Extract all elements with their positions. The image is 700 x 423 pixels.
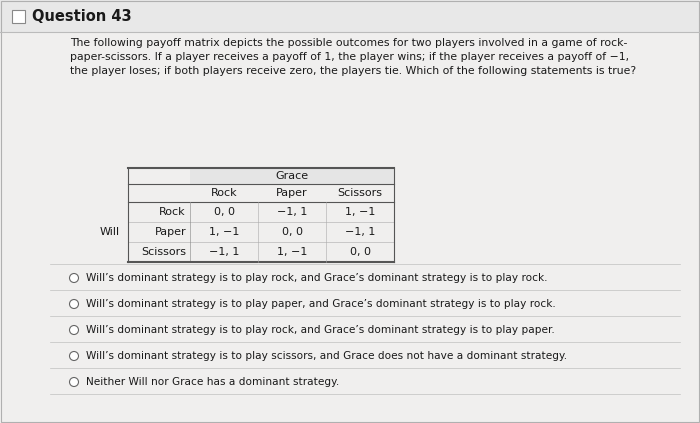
Bar	[190, 168, 394, 184]
Text: Will’s dominant strategy is to play scissors, and Grace does not have a dominant: Will’s dominant strategy is to play scis…	[86, 351, 567, 361]
Circle shape	[69, 377, 78, 387]
Circle shape	[69, 299, 78, 308]
Text: the player loses; if both players receive zero, the players tie. Which of the fo: the player loses; if both players receiv…	[70, 66, 636, 76]
Text: Neither Will nor Grace has a dominant strategy.: Neither Will nor Grace has a dominant st…	[86, 377, 340, 387]
Text: −1, 1: −1, 1	[345, 227, 375, 237]
Text: Scissors: Scissors	[337, 188, 382, 198]
Text: −1, 1: −1, 1	[209, 247, 239, 257]
Text: 1, −1: 1, −1	[209, 227, 239, 237]
Text: The following payoff matrix depicts the possible outcomes for two players involv: The following payoff matrix depicts the …	[70, 38, 627, 48]
Text: Rock: Rock	[211, 188, 237, 198]
Bar	[0, 0, 700, 32]
Text: 1, −1: 1, −1	[276, 247, 307, 257]
Text: Will’s dominant strategy is to play paper, and Grace’s dominant strategy is to p: Will’s dominant strategy is to play pape…	[86, 299, 556, 309]
Text: Paper: Paper	[155, 227, 186, 237]
Text: 0, 0: 0, 0	[349, 247, 370, 257]
Text: Question 43: Question 43	[32, 8, 132, 24]
Text: paper-scissors. If a player receives a payoff of 1, the player wins; if the play: paper-scissors. If a player receives a p…	[70, 52, 629, 62]
Text: Grace: Grace	[275, 171, 309, 181]
Circle shape	[69, 274, 78, 283]
Text: 1, −1: 1, −1	[345, 207, 375, 217]
Text: Scissors: Scissors	[141, 247, 186, 257]
Text: Will: Will	[100, 227, 120, 237]
Text: Rock: Rock	[160, 207, 186, 217]
Bar	[12, 10, 25, 23]
Circle shape	[69, 326, 78, 335]
Text: Will’s dominant strategy is to play rock, and Grace’s dominant strategy is to pl: Will’s dominant strategy is to play rock…	[86, 325, 554, 335]
Text: 0, 0: 0, 0	[281, 227, 302, 237]
Text: Will’s dominant strategy is to play rock, and Grace’s dominant strategy is to pl: Will’s dominant strategy is to play rock…	[86, 273, 547, 283]
Text: Paper: Paper	[276, 188, 308, 198]
Text: 0, 0: 0, 0	[214, 207, 235, 217]
Circle shape	[69, 352, 78, 360]
Text: −1, 1: −1, 1	[276, 207, 307, 217]
